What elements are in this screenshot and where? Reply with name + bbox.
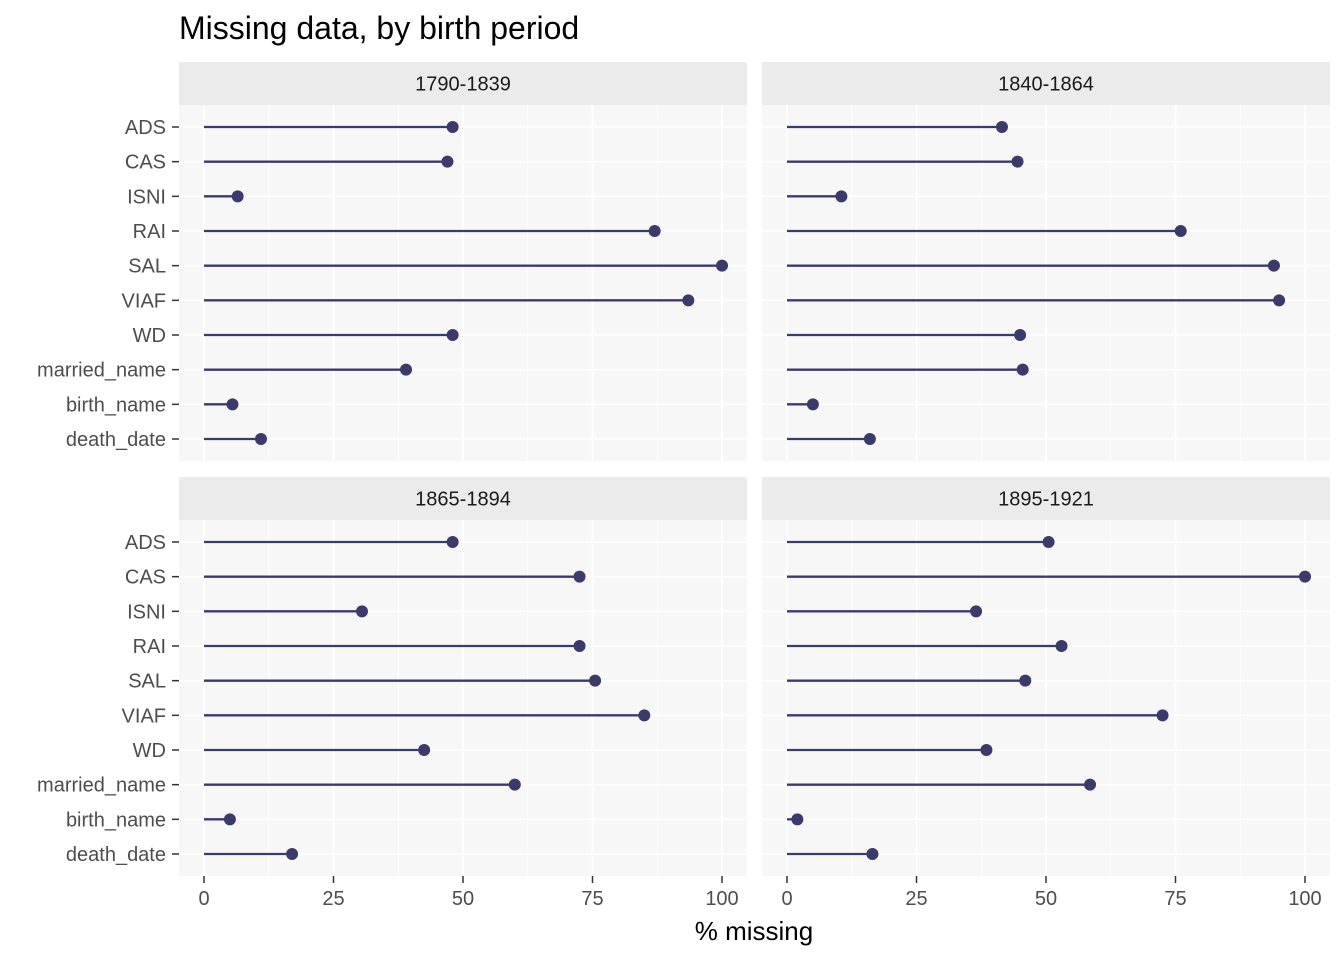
lollipop-point-RAI <box>573 640 586 652</box>
facet-panel-1895-1921: 1895-1921 0 25 50 75 100 <box>762 477 1330 910</box>
y-tick-label: married_name <box>37 360 166 382</box>
x-tick-label: 100 <box>1288 888 1321 910</box>
lollipop-point-death_date <box>863 433 876 445</box>
lollipop-point-married_name <box>1084 778 1097 791</box>
lollipop-point-ADS <box>446 121 459 133</box>
lollipop-point-ISNI <box>355 605 368 618</box>
lollipop-point-RAI <box>1055 640 1068 652</box>
x-tick-label: 25 <box>322 888 344 910</box>
facet-strip <box>179 62 747 105</box>
facet-strip-label: 1840-1864 <box>998 74 1094 96</box>
facet-strip-label: 1865-1894 <box>415 489 511 511</box>
lollipop-point-ISNI <box>835 190 848 203</box>
x-tick-label: 25 <box>905 888 927 910</box>
x-tick-label: 0 <box>198 888 209 910</box>
y-tick-label: CAS <box>125 567 166 589</box>
y-tick-label: VIAF <box>122 705 166 727</box>
facet-strip <box>762 62 1330 105</box>
x-axis-title: % missing <box>695 916 813 946</box>
lollipop-point-married_name <box>400 363 413 376</box>
lollipop-point-birth_name <box>223 813 236 826</box>
lollipop-point-WD <box>980 744 993 756</box>
lollipop-point-ADS <box>995 121 1008 133</box>
lollipop-point-RAI <box>648 225 661 237</box>
lollipop-point-CAS <box>441 155 454 168</box>
lollipop-point-birth_name <box>806 398 819 411</box>
x-tick-label: 75 <box>1164 888 1186 910</box>
lollipop-point-birth_name <box>226 398 239 411</box>
facet-strip-label: 1895-1921 <box>998 489 1094 511</box>
y-tick-label: RAI <box>133 636 166 658</box>
lollipop-point-birth_name <box>791 813 804 826</box>
lollipop-point-RAI <box>1174 225 1187 237</box>
lollipop-point-VIAF <box>638 709 651 722</box>
y-tick-label: ADS <box>125 117 166 139</box>
facet-strip <box>179 477 747 520</box>
y-tick-label: RAI <box>133 221 166 243</box>
lollipop-point-SAL <box>1267 259 1280 272</box>
lollipop-point-CAS <box>1011 155 1024 168</box>
lollipop-point-VIAF <box>682 294 695 307</box>
facet-panel-1840-1864: 1840-1864 <box>762 62 1330 461</box>
lollipop-point-WD <box>446 329 459 341</box>
lollipop-point-CAS <box>1299 570 1311 583</box>
y-tick-label: ADS <box>125 532 166 554</box>
y-tick-label: CAS <box>125 152 166 174</box>
lollipop-point-death_date <box>286 848 299 860</box>
facet-strip-label: 1790-1839 <box>415 74 511 96</box>
y-tick-label: death_date <box>66 844 166 866</box>
lollipop-point-VIAF <box>1156 709 1169 722</box>
y-tick-label: death_date <box>66 429 166 451</box>
x-tick-label: 100 <box>705 888 738 910</box>
lollipop-point-married_name <box>1016 363 1029 376</box>
facets: 1790-1839 ADS CAS ISNI RAI SAL VIAF WD married_n… <box>37 62 1330 910</box>
y-tick-label: SAL <box>128 256 166 278</box>
y-tick-label: birth_name <box>66 809 166 831</box>
y-tick-label: WD <box>133 325 166 347</box>
y-tick-label: ISNI <box>127 186 166 208</box>
y-tick-label: birth_name <box>66 394 166 416</box>
facet-panel-1790-1839: 1790-1839 ADS CAS ISNI RAI SAL VIAF WD married_n… <box>37 62 747 461</box>
lollipop-point-ISNI <box>970 605 983 618</box>
lollipop-point-ISNI <box>231 190 244 203</box>
x-tick-label: 50 <box>452 888 474 910</box>
lollipop-point-WD <box>1014 329 1027 341</box>
x-tick-label: 50 <box>1035 888 1057 910</box>
y-tick-label: married_name <box>37 775 166 797</box>
lollipop-point-CAS <box>573 570 586 583</box>
lollipop-point-SAL <box>589 674 602 687</box>
x-tick-label: 0 <box>781 888 792 910</box>
lollipop-point-VIAF <box>1273 294 1286 307</box>
lollipop-point-ADS <box>446 536 459 548</box>
facet-panel-1865-1894: 1865-1894 ADS CAS ISNI RAI SAL VIAF WD married_n… <box>37 477 747 910</box>
y-tick-label: VIAF <box>122 290 166 312</box>
lollipop-point-WD <box>418 744 431 756</box>
facet-strip <box>762 477 1330 520</box>
lollipop-point-SAL <box>716 259 728 272</box>
lollipop-point-ADS <box>1042 536 1055 548</box>
lollipop-point-death_date <box>254 433 267 445</box>
lollipop-point-SAL <box>1019 674 1032 687</box>
lollipop-point-death_date <box>866 848 879 860</box>
y-tick-label: SAL <box>128 671 166 693</box>
y-tick-label: WD <box>133 740 166 762</box>
lollipop-point-married_name <box>508 778 521 791</box>
y-tick-label: ISNI <box>127 601 166 623</box>
chart-title: Missing data, by birth period <box>179 10 579 46</box>
x-tick-label: 75 <box>581 888 603 910</box>
